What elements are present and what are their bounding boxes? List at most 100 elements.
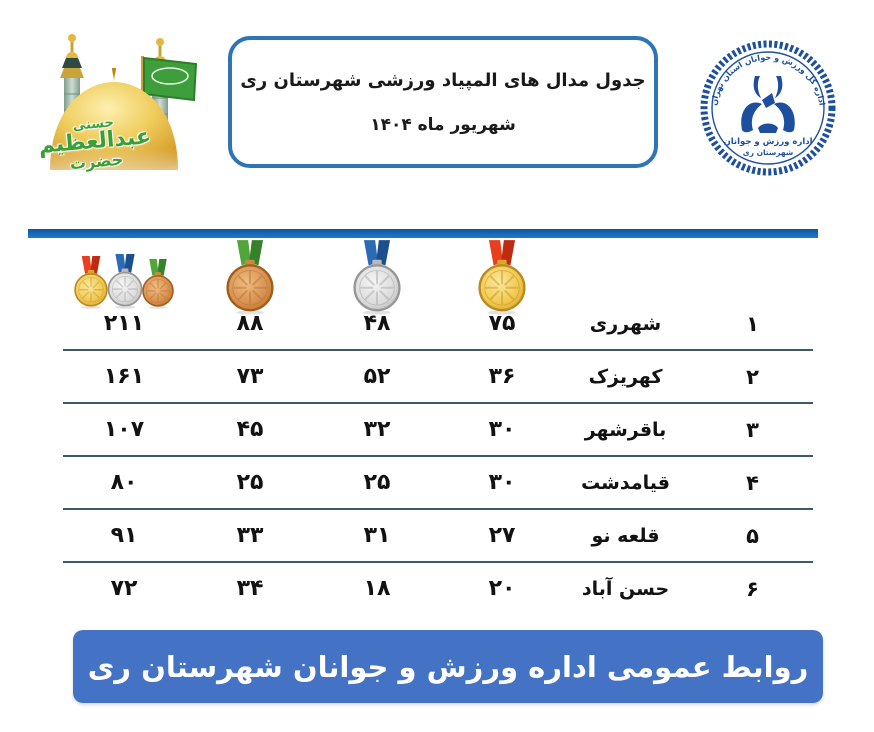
bronze-cell: ۳۳ — [186, 523, 314, 548]
gold-cell: ۳۰ — [440, 417, 564, 442]
poster-title: جدول مدال های المپیاد ورزشی شهرستان ری — [240, 69, 646, 91]
total-value: ۲۱۱ — [103, 311, 145, 336]
city-value: باقرشهر — [584, 418, 667, 441]
gold-medal-icon — [74, 256, 108, 309]
silver-value: ۳۲ — [363, 417, 391, 442]
total-cell: ۱۰۷ — [28, 417, 186, 442]
total-value: ۱۶۱ — [103, 364, 145, 389]
total-cell: ۱۶۱ — [28, 364, 186, 389]
bronze-value: ۴۵ — [236, 417, 264, 442]
rank-value: ۶ — [746, 576, 759, 601]
city-value: قیامدشت — [581, 471, 670, 494]
bronze-cell: ۳۴ — [186, 576, 314, 601]
bronze-medal-icon — [142, 259, 174, 309]
shrine-illustration: حسنی عبدالعظیم حضرت — [24, 10, 209, 215]
medal-table: ۲۱۱ ۸۸ ۴۸ ۷۵ شهرری ۱ ۱۶۱ ۷۳ ۵۲ ۳۶ کهریزک ۲ ۱۰۷ ۴۵ ۳۲ ۳۰… — [28, 238, 818, 614]
gold-value: ۲۰ — [488, 576, 516, 601]
seal-inner-line1: اداره ورزش و جوانان — [723, 137, 812, 147]
bronze-cell: ۷۳ — [186, 364, 314, 389]
rank-cell: ۳ — [687, 418, 818, 442]
header-bronze-icon-cell — [186, 238, 314, 319]
total-value: ۹۱ — [110, 523, 138, 548]
silver-value: ۳۱ — [363, 523, 391, 548]
footer-banner: روابط عمومی اداره ورزش و جوانان شهرستان … — [73, 630, 823, 703]
total-cell: ۲۱۱ — [28, 311, 186, 336]
silver-medal-icon — [353, 240, 401, 315]
table-row: ۲۱۱ ۸۸ ۴۸ ۷۵ شهرری ۱ — [28, 298, 818, 349]
bronze-value: ۳۳ — [236, 523, 264, 548]
gold-cell: ۷۵ — [440, 311, 564, 336]
silver-cell: ۳۲ — [314, 417, 440, 442]
table-row: ۱۶۱ ۷۳ ۵۲ ۳۶ کهریزک ۲ — [28, 351, 818, 402]
silver-medal-icon — [107, 254, 143, 309]
gold-value: ۳۰ — [488, 470, 516, 495]
silver-cell: ۳۱ — [314, 523, 440, 548]
rank-cell: ۶ — [687, 577, 818, 601]
row-divider — [63, 508, 813, 510]
organization-logo: اداره کل ورزش و جوانان استان تهران اداره… — [698, 38, 838, 178]
city-cell: حسن آباد — [564, 578, 687, 600]
gold-value: ۳۰ — [488, 417, 516, 442]
rank-value: ۲ — [746, 364, 759, 389]
total-value: ۷۲ — [110, 576, 138, 601]
rank-value: ۴ — [746, 470, 759, 495]
silver-cell: ۴۸ — [314, 311, 440, 336]
header-gold-icon-cell — [440, 238, 564, 319]
rank-cell: ۴ — [687, 471, 818, 495]
bronze-cell: ۴۵ — [186, 417, 314, 442]
city-cell: قیامدشت — [564, 472, 687, 494]
city-cell: شهرری — [564, 313, 687, 335]
table-row: ۸۰ ۲۵ ۲۵ ۳۰ قیامدشت ۴ — [28, 457, 818, 508]
bronze-value: ۳۴ — [236, 576, 264, 601]
gold-cell: ۳۶ — [440, 364, 564, 389]
medals-trio-icon — [71, 254, 177, 313]
row-divider — [63, 455, 813, 457]
seal-emblem — [741, 76, 795, 133]
silver-value: ۱۸ — [363, 576, 391, 601]
city-value: قلعه نو — [591, 524, 660, 547]
city-value: حسن آباد — [581, 577, 670, 600]
rank-value: ۵ — [746, 523, 759, 548]
green-flag — [141, 56, 198, 106]
rank-cell: ۱ — [687, 312, 818, 336]
total-cell: ۷۲ — [28, 576, 186, 601]
bronze-medal-icon — [226, 240, 274, 315]
rank-value: ۳ — [746, 417, 759, 442]
rank-cell: ۲ — [687, 365, 818, 389]
silver-value: ۴۸ — [363, 311, 391, 336]
table-row: ۷۲ ۳۴ ۱۸ ۲۰ حسن آباد ۶ — [28, 563, 818, 614]
bronze-value: ۷۳ — [236, 364, 264, 389]
silver-cell: ۱۸ — [314, 576, 440, 601]
silver-value: ۲۵ — [363, 470, 391, 495]
shrine-art-icon — [44, 34, 204, 194]
gold-value: ۷۵ — [488, 311, 516, 336]
row-divider — [63, 402, 813, 404]
city-cell: کهریزک — [564, 366, 687, 388]
silver-value: ۵۲ — [363, 364, 391, 389]
sports-youth-seal-icon: اداره کل ورزش و جوانان استان تهران اداره… — [700, 40, 836, 176]
rank-value: ۱ — [746, 311, 759, 336]
gold-cell: ۳۰ — [440, 470, 564, 495]
header-total-icon-cell — [28, 238, 186, 313]
bronze-value: ۸۸ — [236, 311, 264, 336]
city-value: شهرری — [589, 312, 662, 335]
seal-inner-line2: شهرستان ری — [743, 148, 793, 157]
silver-cell: ۵۲ — [314, 364, 440, 389]
gold-cell: ۲۷ — [440, 523, 564, 548]
gold-medal-icon — [478, 240, 526, 315]
row-divider — [63, 349, 813, 351]
footer-banner-text: روابط عمومی اداره ورزش و جوانان شهرستان … — [87, 649, 809, 684]
gold-cell: ۲۰ — [440, 576, 564, 601]
total-cell: ۹۱ — [28, 523, 186, 548]
rank-cell: ۵ — [687, 524, 818, 548]
bronze-value: ۲۵ — [236, 470, 264, 495]
table-row: ۱۰۷ ۴۵ ۳۲ ۳۰ باقرشهر ۳ — [28, 404, 818, 455]
poster-subtitle-date: شهریور ماه ۱۴۰۴ — [370, 114, 516, 135]
table-header-row — [28, 238, 818, 315]
bronze-cell: ۲۵ — [186, 470, 314, 495]
table-row: ۹۱ ۳۳ ۳۱ ۲۷ قلعه نو ۵ — [28, 510, 818, 561]
total-value: ۱۰۷ — [103, 417, 145, 442]
gold-value: ۲۷ — [488, 523, 516, 548]
city-cell: باقرشهر — [564, 419, 687, 441]
